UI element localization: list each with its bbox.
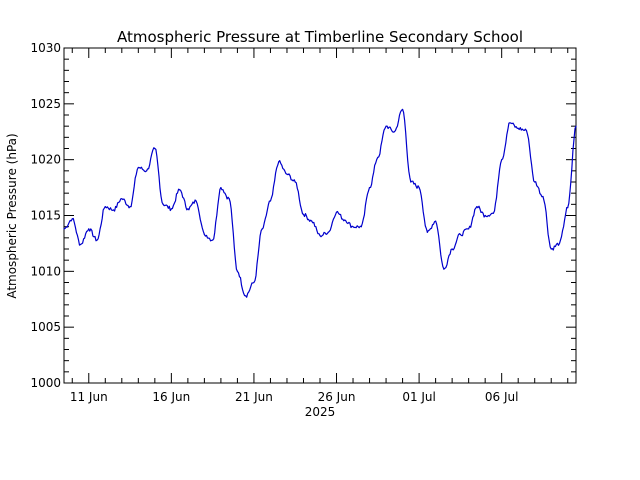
chart-title: Atmospheric Pressure at Timberline Secon… xyxy=(117,28,523,46)
data-point xyxy=(212,239,214,241)
data-point xyxy=(302,213,305,215)
y-tick-label: 1030 xyxy=(30,41,61,55)
data-point xyxy=(435,220,437,222)
data-point xyxy=(145,170,148,172)
data-point xyxy=(195,200,197,202)
data-point xyxy=(294,181,296,183)
x-tick-label: 16 Jun xyxy=(152,390,190,404)
y-tick-label: 1015 xyxy=(30,209,61,223)
x-tick-label: 11 Jun xyxy=(70,390,108,404)
data-point xyxy=(385,125,387,127)
data-point xyxy=(443,268,445,270)
data-point xyxy=(112,209,115,211)
data-point xyxy=(154,147,156,150)
data-point xyxy=(228,198,230,200)
data-point xyxy=(236,270,239,272)
data-point xyxy=(71,218,73,220)
data-point xyxy=(137,166,139,169)
data-point xyxy=(558,242,561,245)
x-axis-label: 2025 xyxy=(305,405,336,419)
data-point xyxy=(278,161,280,163)
data-point xyxy=(352,226,354,228)
data-point xyxy=(377,156,379,159)
data-point xyxy=(525,130,528,132)
data-point xyxy=(327,231,329,233)
data-point xyxy=(129,205,131,208)
data-point xyxy=(534,181,536,183)
data-point xyxy=(286,173,288,175)
data-point xyxy=(368,186,371,189)
y-tick-label: 1000 xyxy=(30,376,61,390)
data-point xyxy=(575,125,577,127)
data-point xyxy=(509,122,511,124)
y-tick-label: 1020 xyxy=(30,153,61,167)
data-point xyxy=(459,233,461,236)
data-point xyxy=(501,159,503,161)
data-point xyxy=(170,208,172,210)
data-point xyxy=(550,248,552,250)
data-point xyxy=(187,208,189,210)
data-point xyxy=(63,228,65,230)
data-point xyxy=(468,228,470,230)
x-tick-label: 21 Jun xyxy=(235,390,273,404)
data-point xyxy=(245,295,247,297)
data-point xyxy=(335,211,338,213)
data-point xyxy=(261,228,263,230)
data-point xyxy=(484,214,486,217)
axis-ticks xyxy=(64,47,576,384)
data-point xyxy=(426,231,428,233)
x-tick-label: 26 Jun xyxy=(318,390,356,404)
y-tick-label: 1025 xyxy=(30,97,61,111)
x-tick-label: 01 Jul xyxy=(402,390,436,404)
data-point xyxy=(96,239,98,241)
data-point xyxy=(203,233,205,236)
data-point xyxy=(220,186,222,189)
data-point xyxy=(269,200,272,202)
data-point xyxy=(319,235,321,237)
data-point xyxy=(476,205,478,208)
data-point xyxy=(360,226,362,228)
data-point xyxy=(451,248,453,250)
data-point xyxy=(344,219,346,221)
data-point xyxy=(492,212,495,214)
data-point xyxy=(121,198,123,200)
data-point xyxy=(418,186,420,189)
data-point xyxy=(542,195,544,198)
y-axis-label: Atmospheric Pressure (hPa) xyxy=(5,133,19,298)
y-tick-label: 1010 xyxy=(30,264,61,278)
data-point xyxy=(401,108,404,111)
data-points xyxy=(63,108,577,297)
pressure-series-line xyxy=(63,108,577,298)
y-tick-label: 1005 xyxy=(30,320,61,334)
data-point xyxy=(162,203,164,205)
data-point xyxy=(567,207,569,209)
tick-labels: 1000 1005 1010 1015 1020 1025 1030 11 Jun 16 Jun… xyxy=(30,41,518,404)
data-point xyxy=(410,181,412,183)
plot-border xyxy=(63,47,577,384)
x-tick-label: 06 Jul xyxy=(485,390,519,404)
data-point xyxy=(79,243,82,246)
data-point xyxy=(253,281,255,284)
data-point xyxy=(88,228,90,230)
data-point xyxy=(311,220,313,222)
data-point xyxy=(104,205,106,208)
data-point xyxy=(393,131,395,133)
plot-frame xyxy=(63,47,577,384)
data-point xyxy=(517,127,519,129)
data-point xyxy=(179,189,181,191)
